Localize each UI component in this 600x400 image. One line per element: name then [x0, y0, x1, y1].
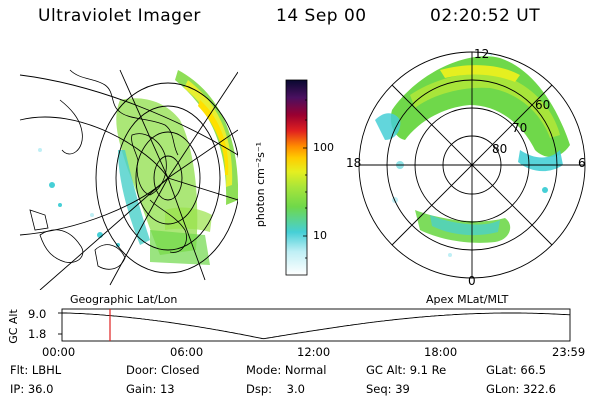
filter-info: Flt: LBHL — [10, 363, 62, 377]
altitude-tick-high: 9.0 — [28, 307, 47, 321]
dsp-info: Dsp: 3.0 — [246, 382, 305, 396]
polar-plot — [358, 51, 586, 279]
altitude-axis-label: GC Alt — [6, 309, 20, 344]
auroral-emission-polar — [375, 52, 570, 257]
mlt-label-0: 0 — [468, 274, 476, 288]
orbit-altitude-curve — [62, 312, 571, 340]
glat-info: GLat: 66.5 — [486, 363, 547, 377]
time-tick-0000: 00:00 — [42, 345, 76, 359]
time-tick-1800: 18:00 — [424, 345, 458, 359]
mlt-label-12: 12 — [474, 47, 490, 61]
auroral-emission-geo — [38, 70, 238, 265]
instrument-title: Ultraviolet Imager — [38, 6, 201, 26]
colorbar-units-label: photon cm⁻²s⁻¹ — [254, 141, 268, 228]
altitude-tick-low: 1.8 — [28, 327, 47, 341]
date-label: 14 Sep 00 — [276, 6, 367, 26]
mlat-label-60: 60 — [535, 98, 551, 112]
polar-grid — [358, 51, 586, 279]
time-tick-2359: 23:59 — [552, 345, 586, 359]
apex-grid-label: Apex MLat/MLT — [426, 293, 509, 306]
door-info: Door: Closed — [126, 363, 200, 377]
time-tick-1200: 12:00 — [297, 345, 331, 359]
sequence-info: Seq: 39 — [366, 382, 410, 396]
colorbar-tick-10: 10 — [313, 229, 327, 242]
mode-info: Mode: Normal — [246, 363, 327, 377]
mlt-label-6: 6 — [578, 156, 586, 170]
colorbar — [285, 79, 308, 276]
ip-info: IP: 36.0 — [10, 382, 54, 396]
mlat-label-70: 70 — [512, 121, 528, 135]
altitude-plot — [58, 308, 571, 342]
time-tick-0600: 06:00 — [170, 345, 204, 359]
geographic-map — [19, 69, 238, 290]
colorbar-tick-100: 100 — [313, 141, 334, 154]
time-label: 02:20:52 UT — [430, 6, 541, 26]
colorbar-ticks — [303, 99, 307, 259]
gain-info: Gain: 13 — [126, 382, 175, 396]
geographic-grid-label: Geographic Lat/Lon — [70, 293, 178, 306]
lat-lon-grid — [19, 69, 238, 290]
gc-altitude-info: GC Alt: 9.1 Re — [366, 363, 447, 377]
mlat-label-80: 80 — [492, 142, 508, 156]
glon-info: GLon: 322.6 — [486, 382, 556, 396]
mlt-label-18: 18 — [346, 156, 362, 170]
